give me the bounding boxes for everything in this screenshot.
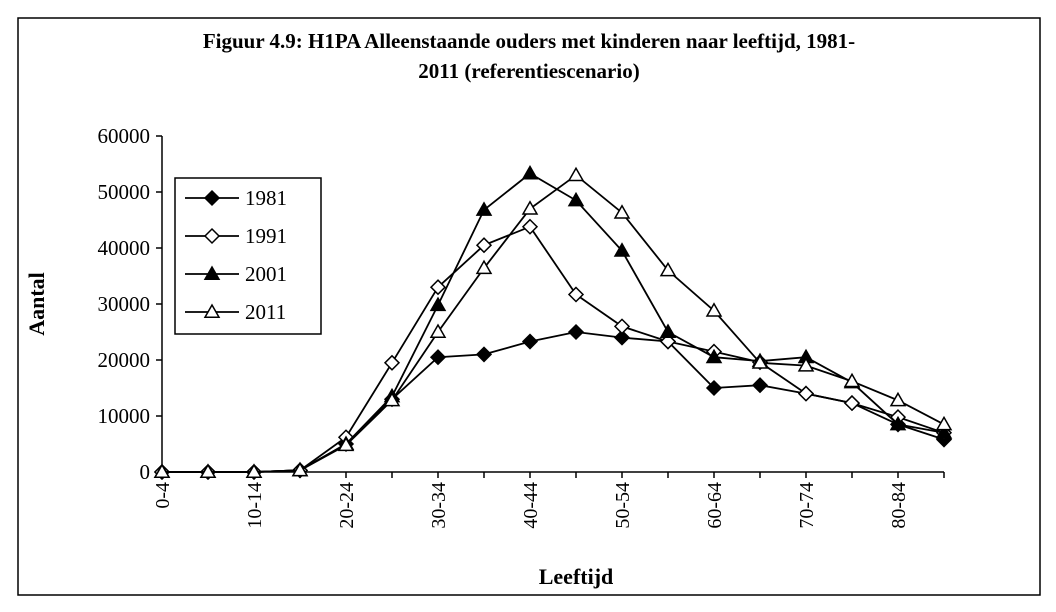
y-tick-label: 10000: [98, 404, 151, 428]
x-tick-label: 0-4: [152, 482, 174, 509]
legend-marker: [203, 189, 221, 207]
y-tick-label: 20000: [98, 348, 151, 372]
data-point: [751, 377, 769, 394]
data-point: [567, 286, 585, 303]
data-point: [705, 302, 723, 317]
x-tick-label: 30-34: [428, 482, 450, 529]
data-point: [613, 242, 631, 257]
data-point: [659, 323, 677, 338]
data-point: [199, 463, 217, 478]
y-tick-label: 50000: [98, 180, 151, 204]
data-point: [567, 166, 585, 182]
data-point: [889, 415, 907, 431]
legend-label: 1991: [245, 224, 287, 248]
x-tick-label: 60-64: [704, 482, 726, 529]
data-point: [475, 237, 493, 254]
data-point: [429, 323, 447, 338]
data-point: [659, 333, 677, 350]
data-point: [659, 261, 677, 277]
data-point: [935, 424, 953, 439]
data-point: [475, 346, 493, 363]
data-point: [429, 296, 447, 312]
legend-marker: [203, 303, 221, 318]
data-point: [383, 391, 401, 407]
data-point: [521, 333, 539, 350]
data-point: [567, 191, 585, 207]
legend-box: [174, 177, 322, 335]
data-point: [337, 436, 355, 452]
y-tick-label: 30000: [98, 292, 151, 316]
data-point: [475, 259, 493, 275]
data-point: [843, 372, 861, 388]
data-point: [843, 395, 861, 412]
y-tick-label: 0: [140, 460, 151, 484]
data-point: [521, 165, 539, 180]
data-point: [705, 379, 723, 397]
data-point: [613, 204, 631, 219]
data-point: [567, 323, 585, 341]
data-point: [935, 415, 953, 431]
legend-label: 2001: [245, 262, 287, 286]
data-point: [245, 463, 263, 478]
data-point: [705, 348, 723, 364]
x-tick-label: 20-24: [336, 482, 358, 529]
series-line: [162, 174, 945, 473]
data-point: [153, 463, 171, 478]
x-tick-label: 70-74: [796, 482, 818, 529]
data-point: [429, 279, 447, 296]
data-point: [521, 218, 539, 235]
legend-marker: [203, 227, 221, 245]
x-axis-label: Leeftijd: [539, 564, 614, 589]
x-tick-label: 80-84: [888, 482, 910, 529]
chart-title: Figuur 4.9: H1PA Alleenstaande ouders me…: [203, 29, 855, 53]
data-point: [613, 329, 631, 346]
x-tick-label: 10-14: [244, 482, 266, 529]
y-axis-label: Aantal: [24, 272, 49, 336]
data-point: [797, 357, 815, 372]
x-tick-label: 50-54: [612, 482, 634, 529]
data-point: [751, 354, 769, 369]
data-point: [521, 200, 539, 215]
x-tick-label: 40-44: [520, 482, 542, 529]
legend-label: 1981: [245, 186, 287, 210]
data-point: [383, 354, 401, 371]
data-point: [429, 349, 447, 366]
data-point: [797, 385, 815, 402]
data-point: [889, 391, 907, 407]
y-tick-label: 40000: [98, 236, 151, 260]
data-point: [291, 461, 309, 477]
legend-marker: [203, 265, 221, 280]
data-point: [613, 318, 631, 335]
data-point: [475, 201, 493, 216]
y-tick-label: 60000: [98, 124, 151, 148]
legend-label: 2011: [245, 300, 286, 324]
chart-title: 2011 (referentiescenario): [418, 59, 639, 83]
